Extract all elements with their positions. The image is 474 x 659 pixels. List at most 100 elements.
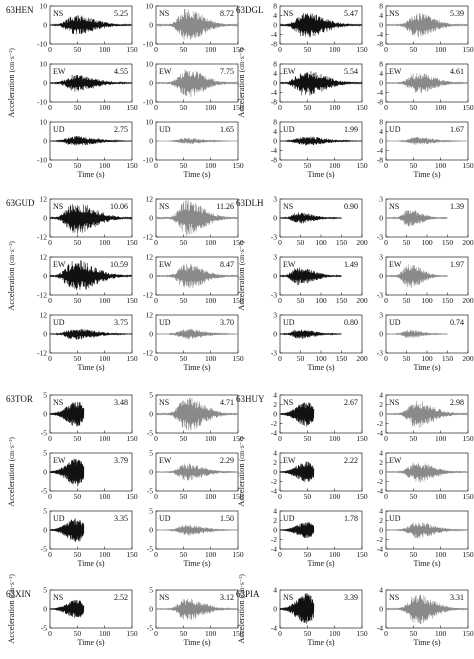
x-axis-label: Time (s) — [413, 363, 440, 372]
x-tick-label: 150 — [336, 354, 348, 363]
waveform-trace — [279, 212, 342, 224]
y-tick-label: -3 — [271, 291, 277, 300]
x-tick-label: 50 — [410, 629, 418, 638]
y-tick-label: 4 — [379, 69, 383, 78]
y-tick-label: -4 — [377, 545, 383, 554]
y-tick-label: 4 — [379, 507, 383, 516]
y-tick-label: -10 — [143, 156, 153, 165]
x-tick-label: 150 — [232, 550, 244, 559]
x-tick-label: 150 — [442, 296, 454, 305]
component-label: UD — [53, 514, 65, 523]
x-tick-label: 150 — [356, 492, 368, 501]
y-tick-label: 0 — [43, 272, 47, 281]
x-tick-label: 100 — [329, 45, 341, 54]
x-tick-label: 200 — [356, 296, 368, 305]
peak-value-label: 3.70 — [220, 318, 234, 327]
y-tick-label: 0 — [149, 468, 153, 477]
y-tick-label: -5 — [41, 429, 47, 438]
waveform-trace — [155, 9, 239, 40]
component-label: NS — [159, 398, 169, 407]
x-tick-label: 150 — [126, 238, 138, 247]
x-tick-label: 100 — [315, 354, 327, 363]
x-tick-label: 50 — [180, 492, 188, 501]
y-tick-label: -12 — [37, 291, 47, 300]
x-tick-label: 150 — [232, 103, 244, 112]
y-tick-label: 3 — [379, 311, 383, 320]
y-tick-label: -8 — [377, 98, 383, 107]
y-tick-label: -3 — [271, 233, 277, 242]
peak-value-label: 5.47 — [344, 9, 358, 18]
component-label: UD — [159, 318, 171, 327]
x-tick-label: 150 — [232, 492, 244, 501]
component-label: UD — [283, 318, 295, 327]
x-tick-label: 50 — [180, 434, 188, 443]
x-tick-label: 100 — [329, 103, 341, 112]
peak-value-label: 5.39 — [450, 9, 464, 18]
x-tick-label: 100 — [329, 161, 341, 170]
y-tick-label: 0 — [379, 410, 383, 419]
y-tick-label: -4 — [377, 624, 383, 633]
x-tick-label: 150 — [126, 161, 138, 170]
peak-value-label: 7.75 — [220, 67, 234, 76]
x-tick-label: 100 — [315, 296, 327, 305]
peak-value-label: 2.75 — [114, 125, 128, 134]
component-label: NS — [389, 593, 399, 602]
x-tick-label: 50 — [403, 296, 411, 305]
y-tick-label: -10 — [37, 98, 47, 107]
x-tick-label: 0 — [278, 161, 282, 170]
x-tick-label: 50 — [180, 103, 188, 112]
y-tick-label: 0 — [379, 526, 383, 535]
y-tick-label: 8 — [379, 60, 383, 69]
component-label: EW — [283, 260, 296, 269]
x-tick-label: 150 — [126, 103, 138, 112]
waveform-trace — [49, 518, 85, 542]
x-tick-label: 100 — [99, 434, 111, 443]
y-tick-label: -4 — [377, 487, 383, 496]
x-tick-label: 0 — [154, 354, 158, 363]
x-tick-label: 150 — [356, 103, 368, 112]
y-tick-label: -5 — [41, 545, 47, 554]
x-tick-label: 100 — [421, 238, 433, 247]
x-tick-label: 0 — [278, 103, 282, 112]
x-tick-label: 50 — [304, 103, 312, 112]
waveform-trace — [279, 522, 315, 539]
component-label: NS — [389, 398, 399, 407]
y-tick-label: -2 — [377, 535, 383, 544]
x-tick-label: 0 — [154, 550, 158, 559]
station-label: 63HEN — [6, 5, 34, 15]
x-tick-label: 50 — [180, 161, 188, 170]
x-tick-label: 100 — [421, 354, 433, 363]
y-tick-label: 0 — [43, 468, 47, 477]
y-tick-label: 0 — [273, 468, 277, 477]
waveform-trace — [49, 599, 85, 618]
y-axis-label: Acceleration (cm·s⁻²) — [6, 241, 16, 311]
y-tick-label: -2 — [271, 477, 277, 486]
x-tick-label: 50 — [297, 296, 305, 305]
waveform-trace — [49, 402, 85, 427]
x-tick-label: 100 — [205, 434, 217, 443]
x-tick-label: 50 — [304, 492, 312, 501]
y-axis-label: Acceleration (cm·s⁻²) — [6, 437, 16, 507]
y-tick-label: 3 — [379, 253, 383, 262]
peak-value-label: 2.67 — [344, 398, 358, 407]
component-label: EW — [159, 67, 172, 76]
peak-value-label: 1.67 — [450, 125, 464, 134]
x-tick-label: 50 — [410, 550, 418, 559]
x-axis-label: Time (s) — [183, 638, 210, 647]
peak-value-label: 0.90 — [344, 202, 358, 211]
y-tick-label: -3 — [377, 349, 383, 358]
x-axis-label: Time (s) — [77, 559, 104, 568]
waveform-trace — [385, 462, 469, 483]
y-tick-label: -5 — [41, 624, 47, 633]
